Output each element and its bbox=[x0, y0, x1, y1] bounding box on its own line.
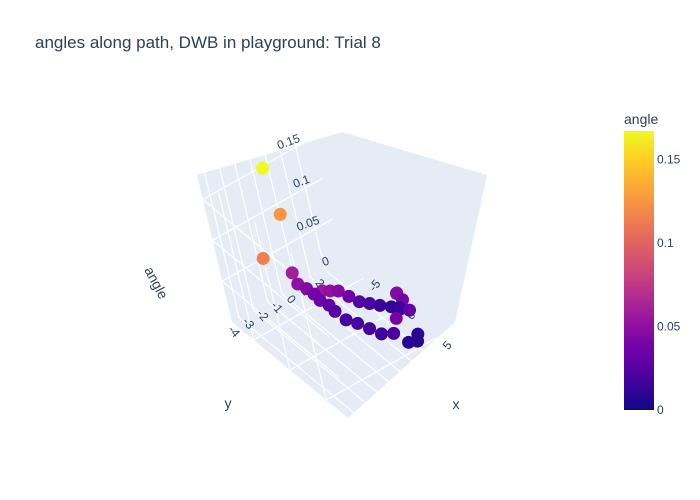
grid-line bbox=[212, 177, 323, 241]
grid-line bbox=[274, 130, 312, 278]
chart-title: angles along path, DWB in playground: Tr… bbox=[35, 33, 381, 52]
colorbar-tick-label: 0.15 bbox=[657, 152, 681, 166]
data-points[interactable] bbox=[256, 161, 425, 349]
colorbar-title: angle bbox=[624, 111, 658, 127]
colorbar-ticks: 0 0.05 0.1 0.15 bbox=[657, 152, 681, 417]
colorbar-tick-label: 0.1 bbox=[657, 236, 674, 250]
y-axis-label: y bbox=[225, 395, 232, 411]
data-point[interactable] bbox=[285, 266, 299, 280]
grid-line bbox=[281, 293, 399, 391]
grid-line bbox=[232, 154, 269, 303]
colorbar-tick-label: 0 bbox=[657, 403, 664, 417]
grid-line bbox=[267, 301, 385, 399]
data-point[interactable] bbox=[402, 335, 416, 349]
data-point[interactable] bbox=[352, 295, 366, 309]
data-point[interactable] bbox=[363, 297, 377, 311]
grid-line bbox=[254, 222, 291, 371]
back-wall-right bbox=[342, 132, 487, 322]
data-point[interactable] bbox=[351, 316, 365, 330]
data-point[interactable] bbox=[387, 326, 401, 340]
grid-line bbox=[217, 162, 255, 311]
grid-line bbox=[324, 269, 442, 367]
data-point[interactable] bbox=[363, 322, 377, 336]
grid-line bbox=[253, 277, 365, 341]
grid-line bbox=[253, 309, 370, 407]
colorbar-tick-label: 0.05 bbox=[657, 319, 681, 333]
data-point[interactable] bbox=[373, 298, 387, 312]
data-point[interactable] bbox=[374, 327, 388, 341]
z-axis-label: angle bbox=[141, 264, 171, 302]
data-point[interactable] bbox=[328, 304, 342, 318]
grid-line bbox=[203, 170, 240, 319]
grid-line bbox=[218, 192, 255, 341]
grid-line bbox=[289, 122, 326, 270]
data-point[interactable] bbox=[389, 311, 403, 325]
data-point[interactable] bbox=[403, 303, 417, 317]
data-point[interactable] bbox=[331, 284, 345, 298]
grid-line bbox=[325, 337, 437, 401]
data-point[interactable] bbox=[339, 313, 353, 327]
x-axis-label: x bbox=[453, 396, 460, 412]
grid-line bbox=[246, 146, 283, 294]
x-tick-label: 5 bbox=[440, 338, 455, 352]
z-tick-label: 0 bbox=[320, 254, 331, 270]
data-point[interactable] bbox=[273, 207, 287, 221]
colorbar bbox=[624, 131, 654, 410]
grid-line bbox=[238, 317, 356, 415]
data-point[interactable] bbox=[256, 161, 270, 175]
grid-line bbox=[221, 218, 333, 282]
grid-lines bbox=[202, 122, 442, 415]
data-point[interactable] bbox=[256, 251, 270, 265]
z-tick-label: 0.1 bbox=[291, 172, 312, 191]
grid-line bbox=[290, 252, 327, 401]
data-point[interactable] bbox=[342, 289, 356, 303]
grid-line bbox=[289, 307, 401, 371]
